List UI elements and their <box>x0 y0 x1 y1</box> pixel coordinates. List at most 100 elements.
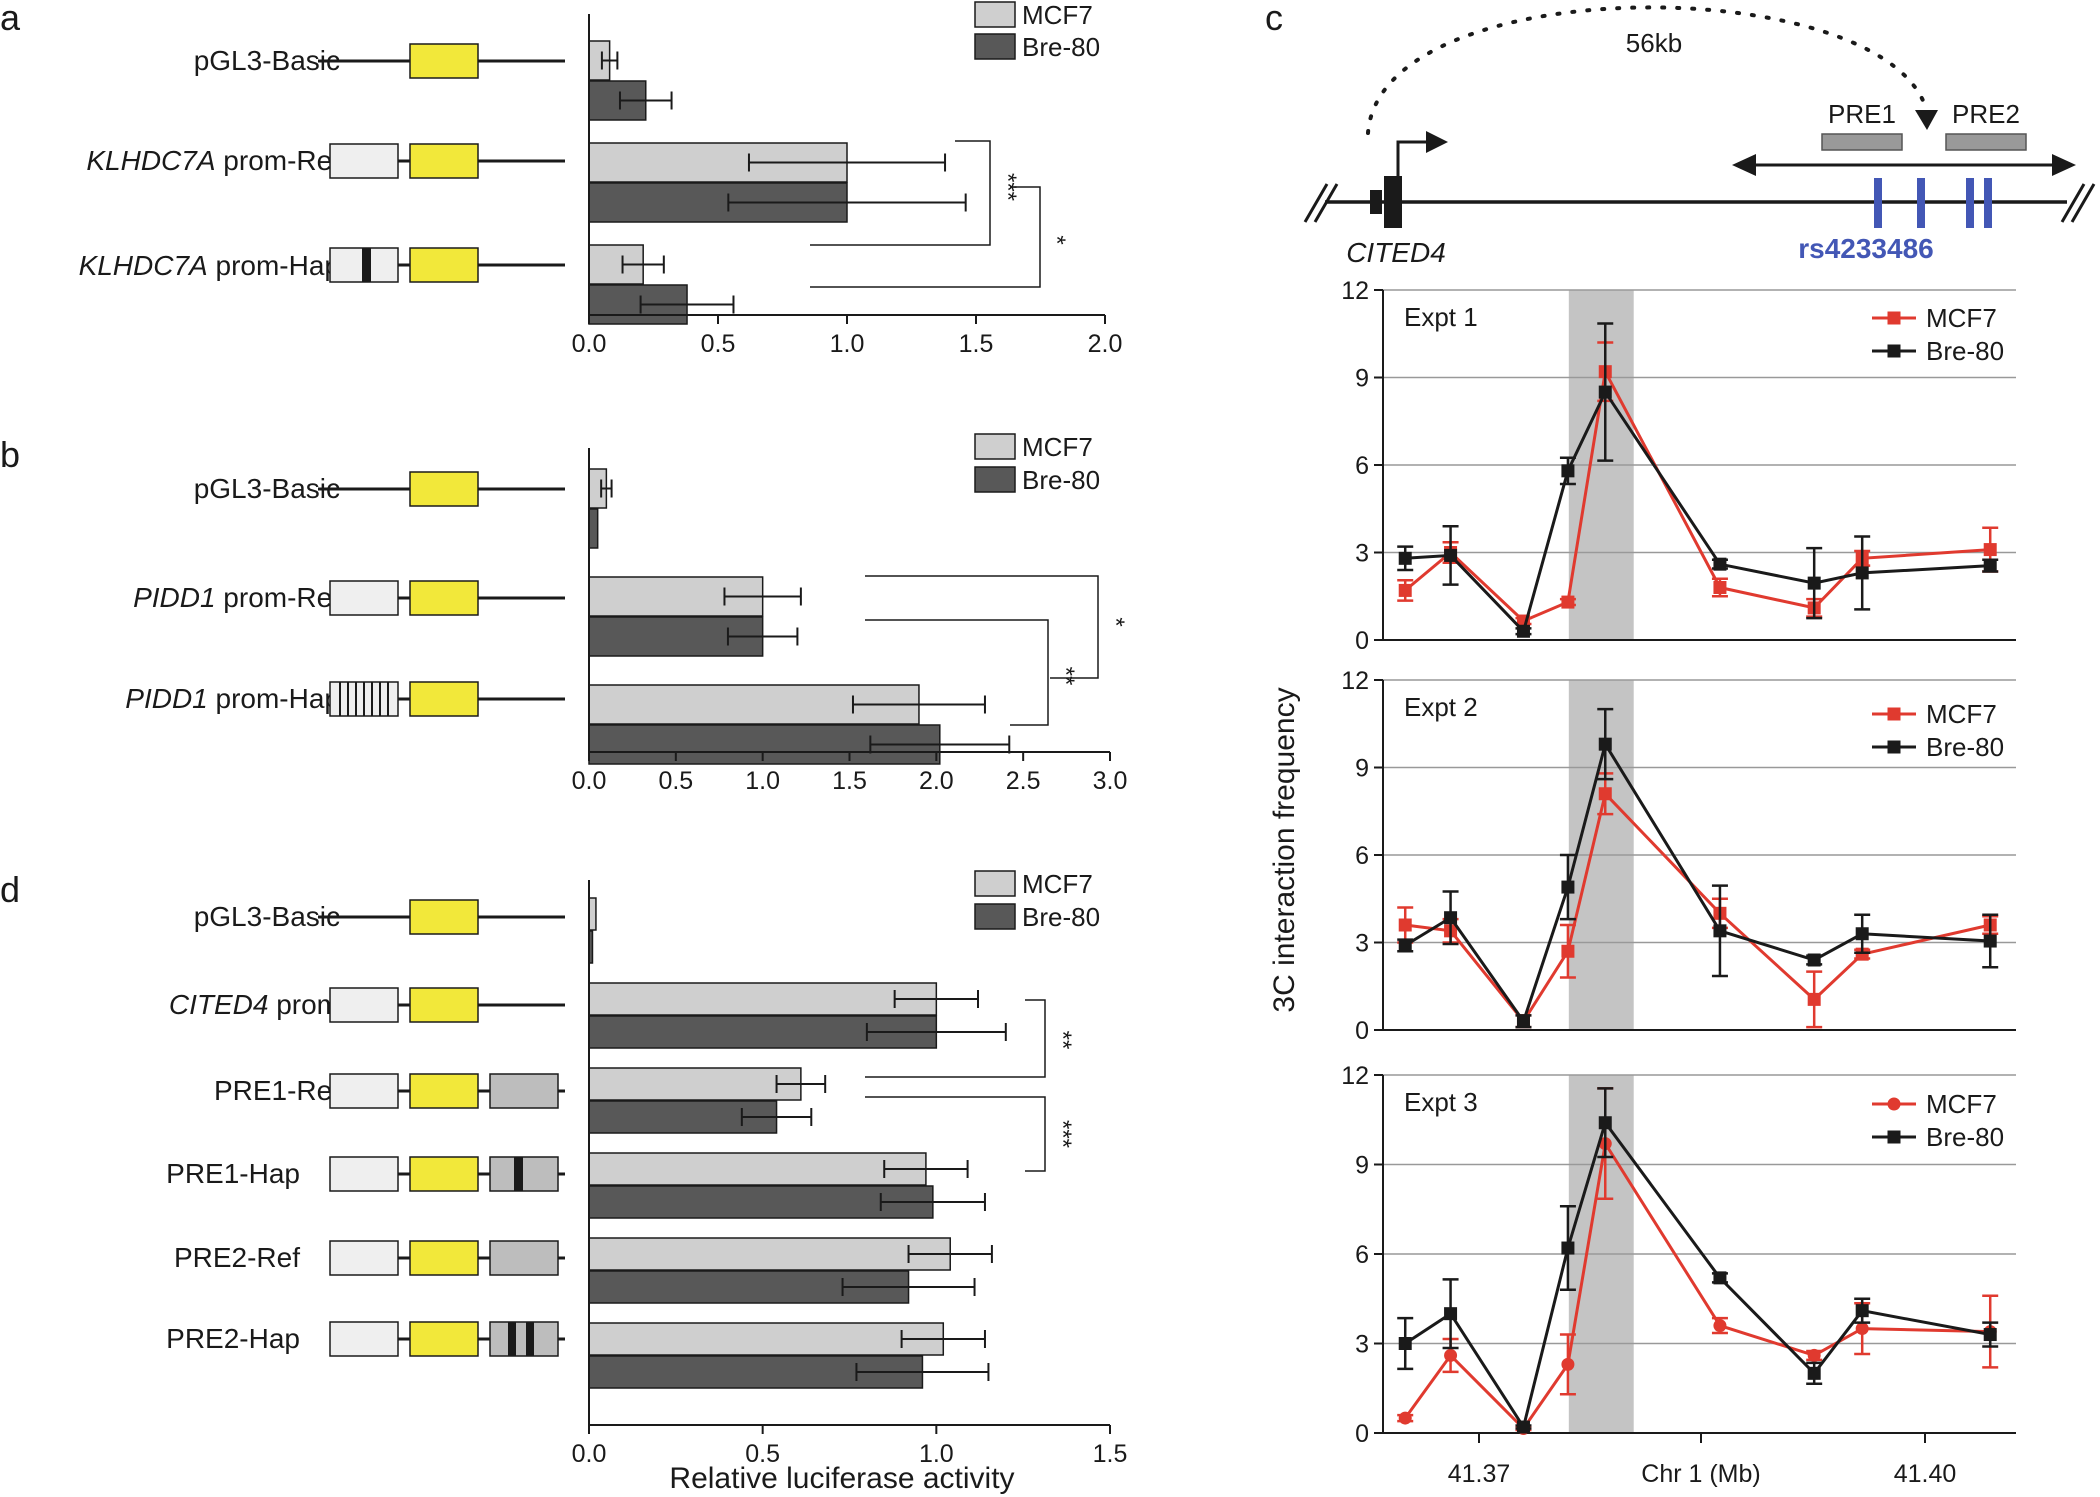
significance-bracket <box>865 575 1099 679</box>
construct-label-pre1-ref: PRE1-Ref <box>214 1075 340 1106</box>
data-point <box>1713 557 1727 571</box>
x-axis-label-luciferase: Relative luciferase activity <box>669 1462 1014 1495</box>
bar-chart-b: 0.0 0.5 1.0 1.5 2.0 2.5 3.0 <box>572 448 1127 795</box>
legend-label-bre80: Bre-80 <box>1022 32 1100 62</box>
axis-break-right <box>2060 183 2086 223</box>
y-tick-label: 12 <box>1341 667 1369 695</box>
data-point <box>1983 1328 1997 1342</box>
pre1-region <box>1821 133 1903 151</box>
legend-label-mcf7: MCF7 <box>1022 869 1093 899</box>
legend-label-mcf7: MCF7 <box>1022 0 1093 30</box>
luciferase-box <box>409 43 479 79</box>
data-point <box>1983 559 1997 573</box>
interaction-arc <box>1366 5 1928 135</box>
snp-markers <box>339 682 389 716</box>
data-point <box>1516 624 1530 638</box>
x-tick-label: 0.5 <box>701 330 736 358</box>
x-tick-label: 0.0 <box>572 767 607 795</box>
x-tick-label: 0.0 <box>572 330 607 358</box>
significance-stars: ** <box>1052 667 1079 686</box>
data-point <box>1444 1348 1458 1362</box>
series-line-mcf7 <box>1403 1139 1991 1431</box>
promoter-box <box>329 1073 399 1109</box>
bar-chart-a: 0.0 0.5 1.0 1.5 2.0 <box>572 14 1122 358</box>
exon-small <box>1370 190 1382 214</box>
snp-marker <box>362 248 371 282</box>
legend-marker <box>1887 740 1901 754</box>
bar-mcf7 <box>588 1067 802 1101</box>
axis-break-right <box>2070 183 2096 223</box>
interaction-arrowhead <box>1915 110 1938 130</box>
legend-marker <box>1887 344 1901 358</box>
data-point <box>1855 1304 1869 1318</box>
promoter-box <box>329 987 399 1023</box>
significance-a: *** * <box>810 140 1070 288</box>
legend-swatch-mcf7 <box>974 870 1016 897</box>
y-tick-label: 9 <box>1355 1152 1369 1180</box>
data-point <box>1807 1366 1821 1380</box>
legend-label: Bre-80 <box>1926 1122 2004 1152</box>
data-point <box>1561 944 1575 958</box>
x-tick-label: 1.0 <box>830 330 865 358</box>
legend-d: MCF7 Bre-80 <box>974 869 1100 932</box>
y-tick-label: 0 <box>1355 1017 1369 1045</box>
bar-mcf7 <box>588 1322 945 1356</box>
bar-mcf7 <box>588 897 597 931</box>
luciferase-box <box>409 987 479 1023</box>
promoter-box <box>329 1156 399 1192</box>
construct-label-pre1-hap: PRE1-Hap <box>166 1158 300 1189</box>
legend-marker <box>1887 1097 1901 1111</box>
x-tick-label: 41.37 <box>1448 1460 1511 1488</box>
y-tick-label: 6 <box>1355 842 1369 870</box>
legend-label-bre80: Bre-80 <box>1022 465 1100 495</box>
legend-swatch-mcf7 <box>974 433 1016 460</box>
data-point <box>1983 934 1997 948</box>
data-point <box>1598 1116 1612 1130</box>
y-tick-label: 3 <box>1355 1331 1369 1359</box>
data-point <box>1855 947 1869 961</box>
luciferase-box <box>409 1240 479 1276</box>
genomic-map: 56kb PRE1 PRE2 CITED4 rs4233486 <box>1303 5 2096 268</box>
y-axis-label-3c: 3C interaction frequency <box>1268 687 1301 1012</box>
data-point <box>1807 1348 1821 1362</box>
bar-chart-d: 0.0 0.5 1.0 1.5 <box>572 880 1127 1468</box>
data-point <box>1713 581 1727 594</box>
construct-label-pidd1-hap: PIDD1 prom-Hap <box>125 683 340 714</box>
data-point <box>1713 924 1727 938</box>
data-point <box>1855 566 1869 580</box>
luciferase-box <box>409 1073 479 1109</box>
luciferase-box <box>409 247 479 283</box>
data-point <box>1516 1014 1530 1028</box>
axis-break-left <box>1303 183 1329 223</box>
axis-break-left <box>1313 183 1339 223</box>
panel-d-constructs: pGL3-Basic CITED4 prom PRE1-Ref PRE1-Hap… <box>166 899 565 1357</box>
pre-box <box>489 1156 559 1192</box>
snp-bar <box>1966 178 1974 228</box>
x-tick-label: 0.5 <box>658 767 693 795</box>
promoter-box <box>329 143 399 179</box>
span-arrow-left <box>1732 154 1756 176</box>
data-point <box>1598 737 1612 751</box>
promoter-box <box>329 580 399 616</box>
data-point <box>1598 787 1612 801</box>
luciferase-box <box>409 143 479 179</box>
data-point <box>1444 1307 1458 1321</box>
span-arrow-right <box>2052 154 2076 176</box>
data-point <box>1561 880 1575 894</box>
y-tick-label: 12 <box>1341 277 1369 305</box>
data-point <box>1398 938 1412 952</box>
legend-marker <box>1887 707 1901 721</box>
data-point <box>1807 953 1821 967</box>
legend-a: MCF7 Bre-80 <box>974 0 1100 62</box>
legend-swatch-bre80 <box>974 466 1016 493</box>
y-tick-label: 9 <box>1355 755 1369 783</box>
data-point <box>1807 576 1821 590</box>
data-point <box>1561 1357 1575 1371</box>
series-line-bre80 <box>1404 1119 1991 1431</box>
pre2-label: PRE2 <box>1952 99 2020 129</box>
snp-bar <box>1917 178 1925 228</box>
pre-box <box>489 1240 559 1276</box>
legend-b: MCF7 Bre-80 <box>974 432 1100 495</box>
